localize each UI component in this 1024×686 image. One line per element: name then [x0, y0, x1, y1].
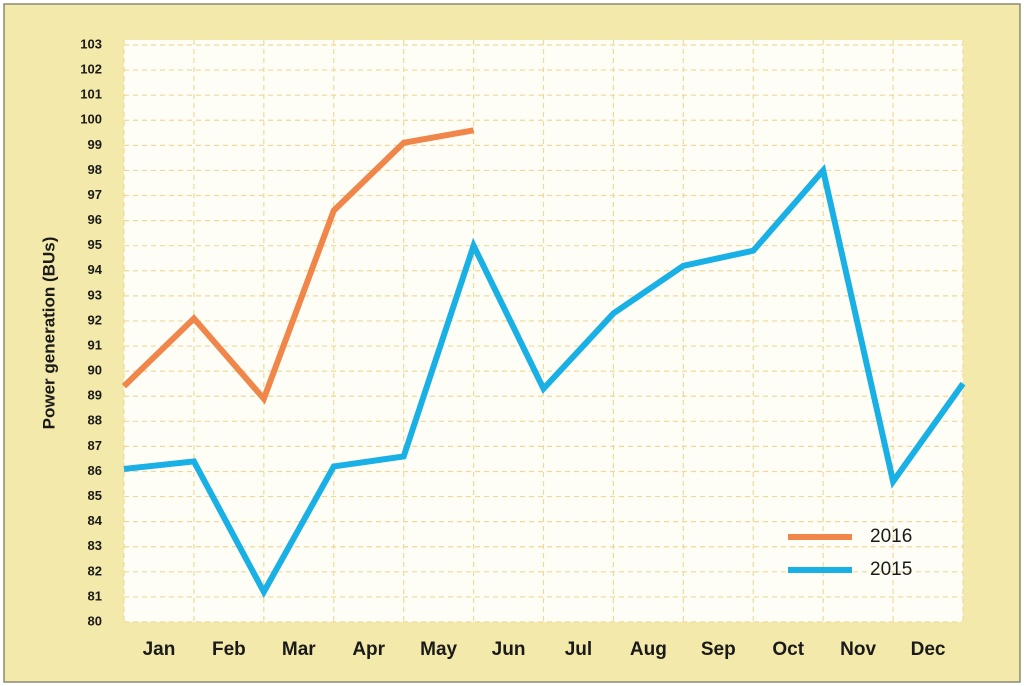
x-tick-label: Sep: [701, 639, 736, 660]
y-tick-label: 83: [88, 538, 102, 553]
x-tick-label: Nov: [840, 639, 876, 660]
y-tick-label: 96: [88, 212, 102, 227]
x-tick-label: Apr: [352, 639, 385, 660]
y-tick-label: 101: [80, 87, 102, 102]
y-tick-label: 93: [88, 287, 102, 302]
y-tick-label: 95: [88, 237, 102, 252]
y-tick-label: 92: [88, 312, 102, 327]
y-tick-label: 89: [88, 388, 102, 403]
y-tick-label: 84: [88, 513, 103, 528]
y-tick-label: 88: [88, 413, 102, 428]
y-tick-label: 91: [88, 337, 102, 352]
legend-label: 2015: [870, 559, 912, 580]
y-tick-label: 86: [88, 463, 102, 478]
x-tick-label: Jun: [492, 639, 526, 660]
y-tick-label: 80: [88, 613, 102, 628]
y-tick-label: 97: [88, 187, 102, 202]
y-tick-label: 94: [88, 262, 103, 277]
y-tick-label: 98: [88, 162, 102, 177]
y-tick-label: 90: [88, 363, 102, 378]
y-tick-label: 99: [88, 137, 102, 152]
y-tick-label: 82: [88, 563, 102, 578]
x-tick-label: Jul: [565, 639, 592, 660]
x-tick-label: May: [420, 639, 457, 660]
series-line: [121, 127, 475, 405]
y-tick-label: 102: [80, 62, 102, 77]
y-axis-label: Power generation (BUs): [39, 237, 58, 430]
x-tick-label: Jan: [143, 639, 176, 660]
y-tick-label: 85: [88, 488, 102, 503]
y-tick-label: 87: [88, 438, 102, 453]
legend-label: 2016: [870, 526, 912, 547]
x-tick-label: Aug: [630, 639, 667, 660]
series-line: [123, 163, 966, 599]
y-tick-label: 103: [80, 36, 102, 51]
y-tick-label: 81: [88, 588, 102, 603]
x-tick-label: Mar: [282, 639, 316, 660]
y-tick-label: 100: [80, 112, 102, 127]
x-tick-label: Dec: [911, 639, 946, 660]
x-tick-label: Feb: [212, 639, 246, 660]
x-tick-label: Oct: [772, 639, 804, 660]
